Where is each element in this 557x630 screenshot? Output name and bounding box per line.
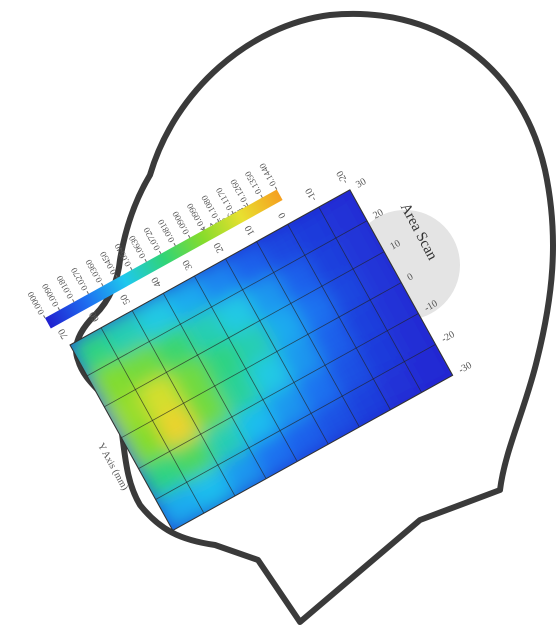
heatmap-cell xyxy=(231,399,281,449)
heatmap-cell xyxy=(370,282,420,332)
x-tick-label: -10 xyxy=(303,186,319,203)
heatmap-cell xyxy=(197,337,247,387)
x-tick-label: 10 xyxy=(243,223,257,237)
colorbar-tick-label: 0.1440 xyxy=(257,161,278,188)
heatmap-cell xyxy=(339,299,388,349)
heatmap-cell xyxy=(217,447,267,497)
heatmap-cell xyxy=(152,402,202,452)
heatmap-cell xyxy=(166,354,216,404)
heatmap-cell xyxy=(138,451,188,500)
heatmap-cell xyxy=(194,258,244,308)
heatmap-cell xyxy=(200,416,250,466)
colorbar-tick xyxy=(245,202,249,206)
y-tick-label: 10 xyxy=(388,238,402,252)
heatmap-cell xyxy=(225,241,275,291)
colorbar-tick xyxy=(231,210,234,214)
heatmap-cell xyxy=(186,464,236,514)
heatmap-cell xyxy=(70,327,119,377)
colorbar-tick xyxy=(216,218,220,222)
heatmap-cell xyxy=(155,482,205,531)
heatmap-cell xyxy=(118,341,168,391)
heatmap-cell xyxy=(228,320,278,370)
heatmap-cell xyxy=(180,306,230,356)
heatmap-cell xyxy=(214,368,264,418)
colorbar-tick xyxy=(130,266,133,271)
heatmap-cell xyxy=(149,323,199,373)
heatmap-cell xyxy=(262,382,312,432)
heatmap-cell xyxy=(245,351,295,401)
x-tick-label: 30 xyxy=(181,258,195,272)
heatmap-cell xyxy=(387,313,437,363)
colorbar-tick xyxy=(187,234,191,238)
plot-frame xyxy=(69,189,454,532)
colorbar-tick xyxy=(158,250,162,255)
heatmap-cell xyxy=(87,358,137,408)
heatmap-cell xyxy=(259,303,309,352)
x-tick-label: 0 xyxy=(276,210,288,220)
heatmap-cell xyxy=(353,251,402,301)
colorbar-tick xyxy=(86,291,89,295)
x-tick-label: 40 xyxy=(150,275,164,289)
grid-line xyxy=(86,220,368,377)
x-tick-label: -20 xyxy=(335,169,351,186)
y-tick-label: -20 xyxy=(440,329,457,345)
heatmap-cell xyxy=(280,413,329,462)
y-tick-label: -30 xyxy=(457,360,474,376)
colorbar-tick xyxy=(144,258,147,263)
heatmap-cell xyxy=(183,385,233,435)
heatmap-cell xyxy=(101,310,151,360)
grid-line xyxy=(138,313,419,469)
heatmap-cell xyxy=(342,378,392,428)
y-tick-label: 0 xyxy=(406,271,416,283)
heatmap-cell xyxy=(294,364,343,414)
x-tick-label: 70 xyxy=(56,327,70,341)
heatmap-cell xyxy=(321,268,371,318)
x-tick-label: 20 xyxy=(212,241,226,255)
heatmap-cell xyxy=(311,395,361,445)
heatmap-cell xyxy=(373,361,423,411)
heatmap-cell xyxy=(273,254,323,304)
heatmap-cell xyxy=(335,220,385,270)
heatmap-cell xyxy=(307,316,357,366)
heatmap-cell xyxy=(104,389,154,439)
colorbar-tick xyxy=(260,194,263,198)
x-tick-label: 50 xyxy=(118,292,132,306)
y-tick-label: 20 xyxy=(371,207,385,221)
y-tick-label: 30 xyxy=(354,176,368,190)
colorbar-tick xyxy=(101,283,104,287)
grid-line xyxy=(104,251,385,408)
heatmap-cell xyxy=(404,344,453,393)
heatmap-cell xyxy=(290,285,340,335)
grid-line xyxy=(121,282,402,439)
heatmap-cell xyxy=(256,224,306,273)
heatmap-cell xyxy=(304,237,354,287)
heatmap-cell xyxy=(121,420,171,470)
colorbar-fill xyxy=(45,189,283,329)
heatmap-cell xyxy=(287,206,337,256)
heatmap-cell xyxy=(325,347,375,397)
heatmap-cell xyxy=(169,433,219,483)
colorbar-tick xyxy=(43,315,46,319)
heatmap-cell xyxy=(248,430,298,480)
heatmap-cell xyxy=(132,293,182,342)
colorbar-tick xyxy=(173,242,176,246)
heatmap-cell xyxy=(356,330,406,380)
heatmap-cell xyxy=(211,289,261,339)
heatmap-cell xyxy=(318,189,368,239)
heatmap-cell xyxy=(242,272,292,322)
colorbar-tick xyxy=(57,307,60,311)
colorbar-tick xyxy=(115,274,118,279)
colorbar-tick xyxy=(274,186,278,190)
heatmap-cell xyxy=(276,334,326,383)
heatmap-cell xyxy=(135,372,185,421)
colorbar-tick xyxy=(72,299,75,303)
colorbar-tick xyxy=(202,226,205,230)
x-tick-label: 60 xyxy=(87,309,101,323)
heatmap-cell xyxy=(163,275,213,325)
grid-line xyxy=(155,344,436,500)
